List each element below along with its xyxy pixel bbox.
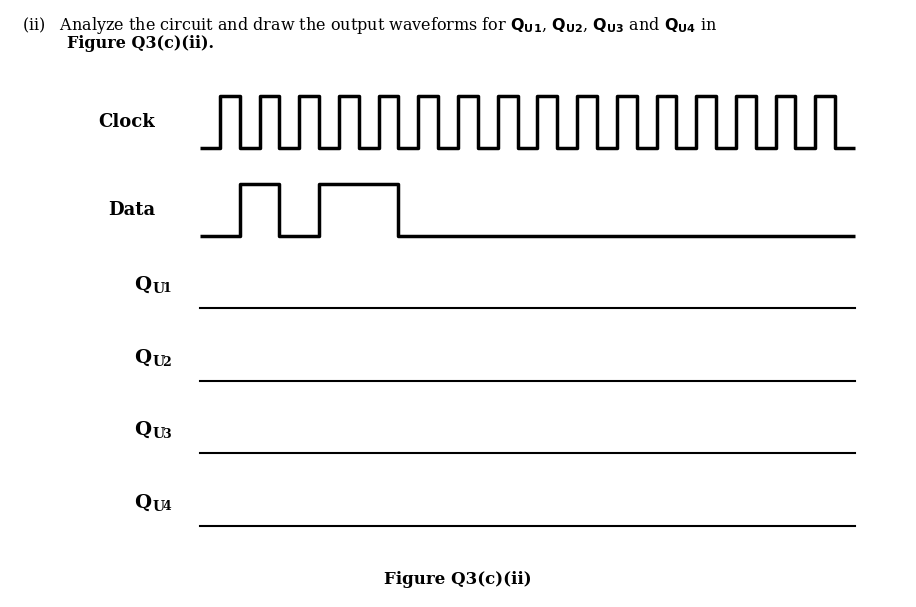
Text: U: U [153,427,165,441]
Text: Q: Q [134,349,151,367]
Text: Data: Data [108,201,155,219]
Text: U: U [153,282,165,296]
Text: Clock: Clock [98,113,155,131]
Text: Figure Q3(c)(ii).: Figure Q3(c)(ii). [22,35,214,52]
Text: U: U [153,500,165,514]
Text: 4: 4 [162,501,170,514]
Text: Q: Q [134,421,151,439]
Text: Q: Q [134,494,151,512]
Text: 2: 2 [162,356,170,368]
Text: (ii)   Analyze the circuit and draw the output waveforms for $\mathbf{Q_{U1}}$, : (ii) Analyze the circuit and draw the ou… [22,15,717,36]
Text: Figure Q3(c)(ii): Figure Q3(c)(ii) [384,572,532,589]
Text: 1: 1 [162,282,170,296]
Text: 3: 3 [162,427,170,441]
Text: U: U [153,355,165,369]
Text: Q: Q [134,276,151,294]
